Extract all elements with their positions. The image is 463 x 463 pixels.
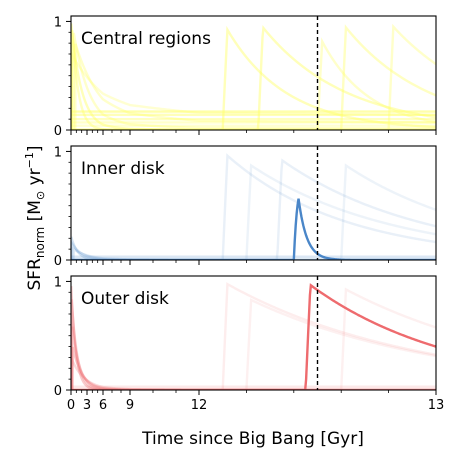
panel-title: Inner disk xyxy=(81,159,165,179)
faint-track-line xyxy=(71,326,436,390)
faint-track-line xyxy=(71,153,436,260)
panel-title: Outer disk xyxy=(81,289,169,309)
faint-track-line xyxy=(71,24,436,130)
panel-title: Central regions xyxy=(81,29,211,49)
x-tick-label: 0 xyxy=(67,398,75,413)
y-tick-label: 1 xyxy=(54,275,62,290)
x-tick-label: 6 xyxy=(99,398,107,413)
x-tick-label: 3 xyxy=(83,398,91,413)
faint-track-line xyxy=(71,299,436,390)
series-lines xyxy=(71,23,436,130)
faint-track-line xyxy=(71,43,436,130)
panel-frame xyxy=(70,145,437,261)
panel-central-regions: 0 1 Central regions xyxy=(54,15,437,139)
y-tick-label: 0 xyxy=(54,384,62,399)
panel-inner-disk: 0 1 Inner disk xyxy=(54,145,437,269)
faint-track-line xyxy=(71,282,436,390)
panels-group: 0 1 Central regions 0 1 Inner disk 0 1 Outer dis… xyxy=(54,15,445,413)
faint-track-line xyxy=(71,298,436,390)
y-tick-label: 1 xyxy=(54,145,62,160)
highlight-track-line xyxy=(71,283,436,390)
panel-frame xyxy=(70,15,437,131)
y-tick-label: 1 xyxy=(54,15,62,30)
panel-frame xyxy=(70,275,437,391)
x-tick-label: 13 xyxy=(428,398,445,413)
faint-track-line xyxy=(71,32,436,130)
faint-track-line xyxy=(71,25,436,130)
x-tick-label: 12 xyxy=(191,398,208,413)
faint-track-line xyxy=(71,346,436,390)
x-tick-label: 9 xyxy=(126,398,134,413)
faint-track-line xyxy=(71,246,436,260)
faint-track-line xyxy=(71,163,436,260)
faint-track-line xyxy=(71,158,436,260)
y-tick-label: 0 xyxy=(54,254,62,269)
faint-track-line xyxy=(71,357,436,390)
faint-track-line xyxy=(71,37,436,130)
faint-track-line xyxy=(71,25,436,130)
x-axis-label: Time since Big Bang [Gyr] xyxy=(141,429,364,449)
y-axis-label: SFRnorm [M⊙ yr−1] xyxy=(23,145,47,290)
faint-track-line xyxy=(71,163,436,260)
faint-track-line xyxy=(71,286,436,390)
highlight-track-line xyxy=(71,198,436,260)
faint-track-line xyxy=(71,287,436,390)
y-tick-label: 0 xyxy=(54,124,62,139)
panel-outer-disk: 0 1 Outer disk xyxy=(54,275,437,399)
